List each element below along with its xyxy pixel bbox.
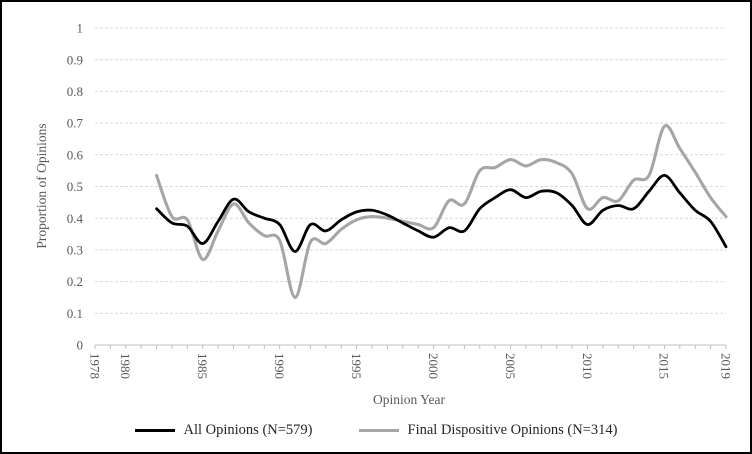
y-axis-title: Proportion of Opinions bbox=[34, 123, 49, 248]
y-tick-label: 0.5 bbox=[67, 179, 83, 194]
y-tick-label: 0.2 bbox=[67, 274, 83, 289]
series-lines bbox=[155, 124, 728, 300]
y-tick-label: 0.7 bbox=[67, 116, 84, 131]
y-tick-label: 1 bbox=[77, 21, 84, 36]
y-tick-label: 0.4 bbox=[67, 211, 84, 226]
y-tick-label: 0.1 bbox=[67, 306, 83, 321]
legend-line-swatch bbox=[134, 428, 175, 433]
x-tick-label: 1985 bbox=[195, 353, 210, 379]
x-tick-label: 2005 bbox=[503, 353, 518, 379]
y-tick-label: 0.3 bbox=[67, 242, 83, 257]
y-tick-label: 0 bbox=[77, 338, 84, 353]
x-tick-label: 1980 bbox=[118, 353, 133, 379]
x-tick-label: 2010 bbox=[580, 353, 595, 379]
series-line-final-dispositive-opinions bbox=[155, 124, 728, 300]
series-line-all-opinions bbox=[155, 174, 728, 253]
axes: 0 0.1 0.2 0.3 0.4 0.5 0.6 0.7 0.8 0.9 1 1978 1980 198… bbox=[67, 21, 734, 379]
x-tick-label: 1978 bbox=[87, 353, 102, 379]
legend: All Opinions (N=579) Final Dispositive Op… bbox=[2, 422, 750, 439]
x-tick-label: 1995 bbox=[349, 353, 364, 379]
y-tick-label: 0.9 bbox=[67, 52, 83, 67]
legend-item-final-dispositive-opinions: Final Dispositive Opinions (N=314) bbox=[358, 422, 618, 439]
legend-line-swatch bbox=[358, 428, 399, 433]
x-axis-title: Opinion Year bbox=[373, 392, 446, 407]
y-tick-label: 0.6 bbox=[67, 147, 84, 162]
x-tick-label: 2015 bbox=[657, 353, 672, 379]
legend-item-label: All Opinions (N=579) bbox=[183, 422, 313, 438]
y-tick-label: 0.8 bbox=[67, 84, 83, 99]
x-tick-label: 2019 bbox=[718, 353, 733, 379]
gridlines bbox=[95, 27, 726, 314]
legend-item-label: Final Dispositive Opinions (N=314) bbox=[407, 422, 618, 438]
x-tick-label: 2000 bbox=[426, 353, 441, 379]
x-tick-label: 1990 bbox=[272, 353, 287, 379]
legend-item-all-opinions: All Opinions (N=579) bbox=[134, 422, 313, 439]
